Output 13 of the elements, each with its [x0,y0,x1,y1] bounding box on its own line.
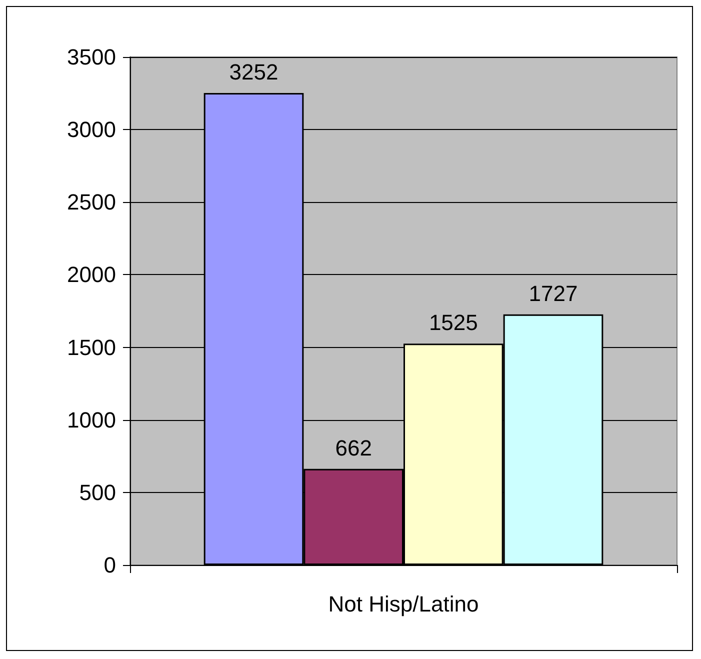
y-tick-label: 1500 [67,334,116,360]
y-tick-label: 3000 [67,117,116,142]
data-label: 1727 [528,280,578,306]
y-tick-label: 500 [79,480,116,505]
data-label: 1525 [428,310,478,336]
y-tick-label: 2000 [67,262,116,288]
data-label: 662 [335,435,372,460]
data-label: 3252 [229,59,278,84]
x-tick-label: Not Hisp/Latino [328,592,479,616]
y-tick-label: 3500 [67,44,116,70]
y-tick-label: 0 [104,552,116,578]
y-tick-label: 2500 [67,190,116,215]
y-tick-label: 1000 [67,407,116,432]
